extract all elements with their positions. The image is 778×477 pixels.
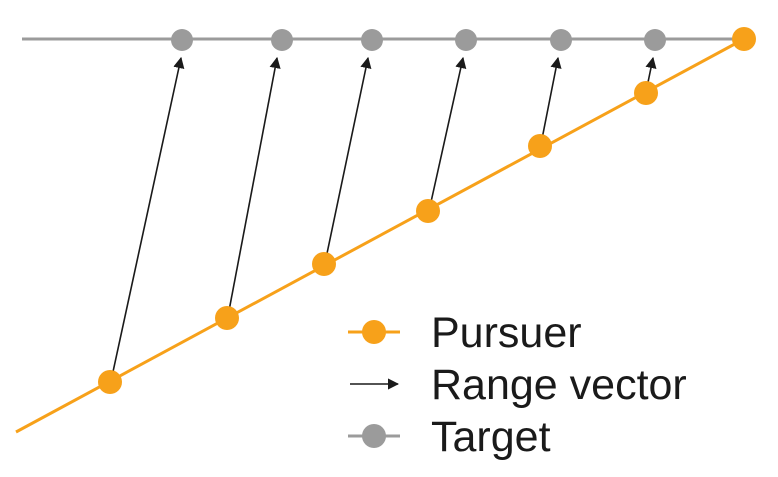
pursuer-point: [98, 370, 122, 394]
target-point: [455, 29, 477, 51]
target-legend-label: Target: [431, 413, 551, 461]
pursuer-point: [634, 81, 658, 105]
pursuer-legend-label: Pursuer: [431, 309, 582, 357]
legend: Pursuer Range vector Target: [348, 309, 687, 461]
pursuer-point: [416, 199, 440, 223]
pursuer-point: [732, 27, 756, 51]
target-points: [171, 29, 666, 51]
range-vectors: [110, 56, 657, 382]
target-legend-marker: [362, 424, 386, 448]
range-vector-arrow: [428, 56, 467, 212]
range-vector-arrow: [110, 56, 185, 382]
target-point: [271, 29, 293, 51]
pursuer-point: [215, 306, 239, 330]
range-vector-arrow: [540, 56, 562, 145]
pursuer-point: [528, 134, 552, 158]
pursuer-legend-marker: [362, 320, 386, 344]
target-point: [361, 29, 383, 51]
pursuer-path-line: [15, 37, 745, 434]
legend-item-range-vector: Range vector: [350, 361, 687, 409]
target-point: [171, 29, 193, 51]
legend-item-pursuer: Pursuer: [348, 309, 582, 357]
legend-item-target: Target: [348, 413, 551, 461]
range-vector-arrow: [324, 56, 372, 264]
range-vector-legend-label: Range vector: [431, 361, 687, 409]
range-vector-arrow: [227, 56, 281, 317]
pursuer-point: [312, 252, 336, 276]
pursuer-points: [98, 27, 756, 394]
target-point: [644, 29, 666, 51]
target-point: [550, 29, 572, 51]
